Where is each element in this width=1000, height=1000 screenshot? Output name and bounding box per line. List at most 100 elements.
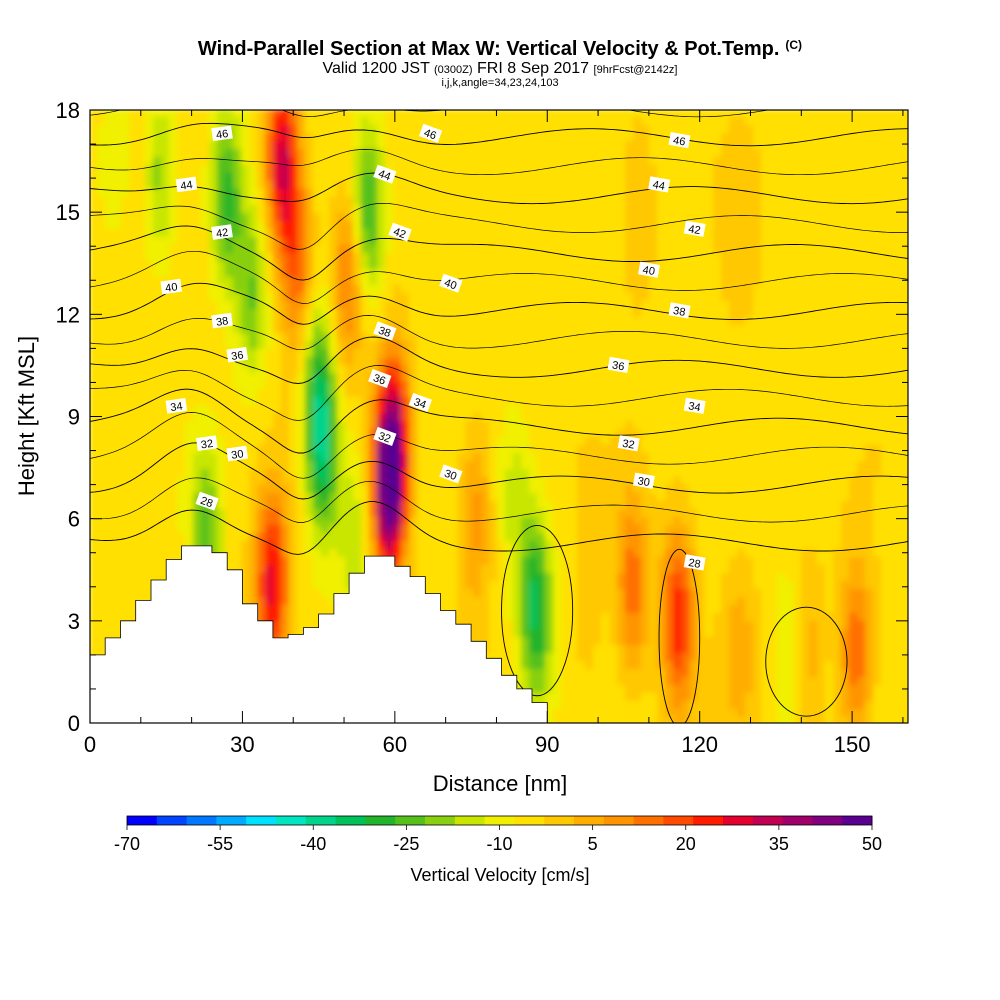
velocity-cell (313, 157, 323, 167)
velocity-cell (649, 349, 659, 359)
velocity-cell (649, 421, 659, 431)
velocity-cell (465, 309, 475, 319)
velocity-cell (489, 181, 499, 191)
velocity-cell (369, 461, 379, 471)
velocity-cell (897, 413, 907, 423)
velocity-cell (105, 125, 115, 135)
velocity-cell (337, 149, 347, 159)
velocity-cell (369, 333, 379, 343)
velocity-cell (657, 245, 667, 255)
velocity-cell (337, 245, 347, 255)
velocity-cell (625, 261, 635, 271)
velocity-cell (681, 413, 691, 423)
velocity-cell (745, 237, 755, 247)
velocity-cell (561, 437, 571, 447)
velocity-cell (505, 309, 515, 319)
velocity-cell (321, 245, 331, 255)
velocity-cell (489, 253, 499, 263)
velocity-cell (137, 205, 147, 215)
velocity-cell (193, 293, 203, 303)
velocity-cell (601, 229, 611, 239)
velocity-cell (425, 237, 435, 247)
velocity-cell (169, 461, 179, 471)
velocity-cell (121, 341, 131, 351)
velocity-cell (153, 373, 163, 383)
velocity-cell (337, 181, 347, 191)
velocity-cell (241, 437, 251, 447)
velocity-cell (593, 117, 603, 127)
velocity-cell (265, 469, 275, 479)
velocity-cell (593, 205, 603, 215)
velocity-cell (641, 485, 651, 495)
velocity-cell (449, 389, 459, 399)
velocity-cell (113, 325, 123, 335)
velocity-cell (713, 485, 723, 495)
velocity-cell (473, 317, 483, 327)
velocity-cell (241, 405, 251, 415)
velocity-cell (817, 477, 827, 487)
velocity-cell (217, 341, 227, 351)
velocity-cell (777, 373, 787, 383)
velocity-cell (593, 213, 603, 223)
velocity-cell (489, 309, 499, 319)
velocity-cell (169, 429, 179, 439)
velocity-cell (305, 285, 315, 295)
velocity-cell (481, 229, 491, 239)
velocity-cell (249, 253, 259, 263)
velocity-cell (273, 277, 283, 287)
velocity-cell (881, 413, 891, 423)
velocity-cell (113, 413, 123, 423)
velocity-cell (809, 157, 819, 167)
velocity-cell (177, 285, 187, 295)
velocity-cell (129, 237, 139, 247)
velocity-cell (625, 381, 635, 391)
velocity-cell (553, 245, 563, 255)
velocity-cell (145, 157, 155, 167)
velocity-cell (697, 197, 707, 207)
velocity-cell (721, 437, 731, 447)
velocity-cell (857, 173, 867, 183)
velocity-cell (729, 173, 739, 183)
velocity-cell (753, 389, 763, 399)
velocity-cell (561, 165, 571, 175)
velocity-cell (881, 285, 891, 295)
velocity-cell (329, 309, 339, 319)
velocity-cell (225, 293, 235, 303)
velocity-cell (681, 277, 691, 287)
velocity-cell (729, 149, 739, 159)
velocity-cell (537, 253, 547, 263)
velocity-cell (649, 317, 659, 327)
velocity-cell (289, 349, 299, 359)
velocity-cell (377, 445, 387, 455)
velocity-cell (905, 149, 908, 159)
velocity-cell (361, 285, 371, 295)
velocity-cell (449, 181, 459, 191)
velocity-cell (713, 309, 723, 319)
velocity-cell (665, 205, 675, 215)
velocity-cell (297, 373, 307, 383)
velocity-cell (673, 437, 683, 447)
velocity-cell (409, 253, 419, 263)
velocity-cell (209, 381, 219, 391)
velocity-cell (161, 269, 171, 279)
velocity-cell (561, 149, 571, 159)
velocity-cell (593, 229, 603, 239)
velocity-cell (393, 341, 403, 351)
velocity-cell (809, 389, 819, 399)
velocity-cell (809, 461, 819, 471)
velocity-cell (657, 429, 667, 439)
velocity-cell (833, 173, 843, 183)
velocity-cell (113, 237, 123, 247)
velocity-cell (345, 357, 355, 367)
velocity-cell (361, 157, 371, 167)
velocity-cell (801, 453, 811, 463)
velocity-cell (433, 469, 443, 479)
velocity-cell (673, 445, 683, 455)
velocity-cell (761, 269, 771, 279)
velocity-cell (553, 173, 563, 183)
velocity-cell (481, 381, 491, 391)
velocity-cell (881, 165, 891, 175)
velocity-cell (449, 373, 459, 383)
velocity-cell (905, 110, 908, 119)
velocity-cell (385, 197, 395, 207)
